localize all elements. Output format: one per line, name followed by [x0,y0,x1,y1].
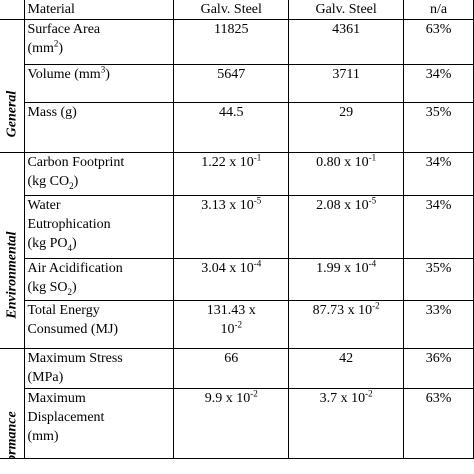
table-row: Environmental Carbon Footprint (kg CO2) 1… [0,152,474,349]
table-row: Volume (mm3) 5647 3711 34% [0,64,474,103]
value-cell: 3.13 x 10-5 [173,195,290,259]
value-cell: 44.5 [173,102,290,153]
header-material: Material [24,0,175,20]
value-cell: 34% [403,195,474,259]
category-label-general: General [4,90,20,138]
value-cell: 5647 [173,64,290,103]
header-category-cell [0,0,26,20]
value-cell: 2.08 x 10-5 [288,195,405,259]
table-row: Performance Maximum Stress (MPa) 66 42 36… [0,348,474,459]
table-row: Water Eutrophication (kg PO4) 3.13 x 10-5 … [0,195,474,259]
header-col-2: Galv. Steel [288,0,405,20]
table-row: Air Acidification (kg SO2) 3.04 x 10-4 1.… [0,258,474,301]
table-row: General Surface Area (mm2) 11825 4361 63% [0,19,474,153]
value-cell: 35% [403,102,474,153]
value-cell: 3711 [288,64,405,103]
value-cell: 42 [288,348,405,389]
row-label: Maximum Stress (MPa) [24,348,175,389]
value-cell: 63% [403,388,474,459]
value-cell: 34% [403,152,474,196]
value-cell: 33% [403,300,474,349]
header-col-1: Galv. Steel [173,0,290,20]
row-label: Total Energy Consumed (MJ) [24,300,175,349]
category-environmental: Environmental [0,152,26,349]
row-label: Surface Area (mm2) [24,19,175,65]
value-cell: 87.73 x 10-2 [288,300,405,349]
value-cell: 3.04 x 10-4 [173,258,290,301]
row-label: Water Eutrophication (kg PO4) [24,195,175,259]
value-cell: 1.22 x 10-1 [173,152,290,196]
value-cell: 9.9 x 10-2 [173,388,290,459]
category-general: General [0,19,26,153]
value-cell: 63% [403,19,474,65]
value-cell: 4361 [288,19,405,65]
value-cell: 0.80 x 10-1 [288,152,405,196]
row-label: Volume (mm3) [24,64,175,103]
value-cell: 34% [403,64,474,103]
row-label: Maximum Displacement (mm) [24,388,175,459]
row-label: Mass (g) [24,102,175,153]
value-cell: 1.99 x 10-4 [288,258,405,301]
header-row: Material Galv. Steel Galv. Steel n/a [0,0,474,20]
value-cell: 66 [173,348,290,389]
row-label: Air Acidification (kg SO2) [24,258,175,301]
value-cell: 36% [403,348,474,389]
table-row: Total Energy Consumed (MJ) 131.43 x 10-2 8… [0,300,474,349]
table-row: Mass (g) 44.5 29 35% [0,102,474,153]
value-cell: 11825 [173,19,290,65]
row-label: Carbon Footprint (kg CO2) [24,152,175,196]
value-cell: 35% [403,258,474,301]
category-performance: Performance [0,348,26,459]
table-row: Maximum Displacement (mm) 9.9 x 10-2 3.7 x… [0,388,474,459]
category-label-performance: Performance [4,411,20,459]
comparison-table: Material Galv. Steel Galv. Steel n/a Gen… [0,0,474,459]
value-cell: 131.43 x 10-2 [173,300,290,349]
value-cell: 29 [288,102,405,153]
category-label-environmental: Environmental [4,231,20,319]
value-cell: 3.7 x 10-2 [288,388,405,459]
header-col-3: n/a [403,0,474,20]
